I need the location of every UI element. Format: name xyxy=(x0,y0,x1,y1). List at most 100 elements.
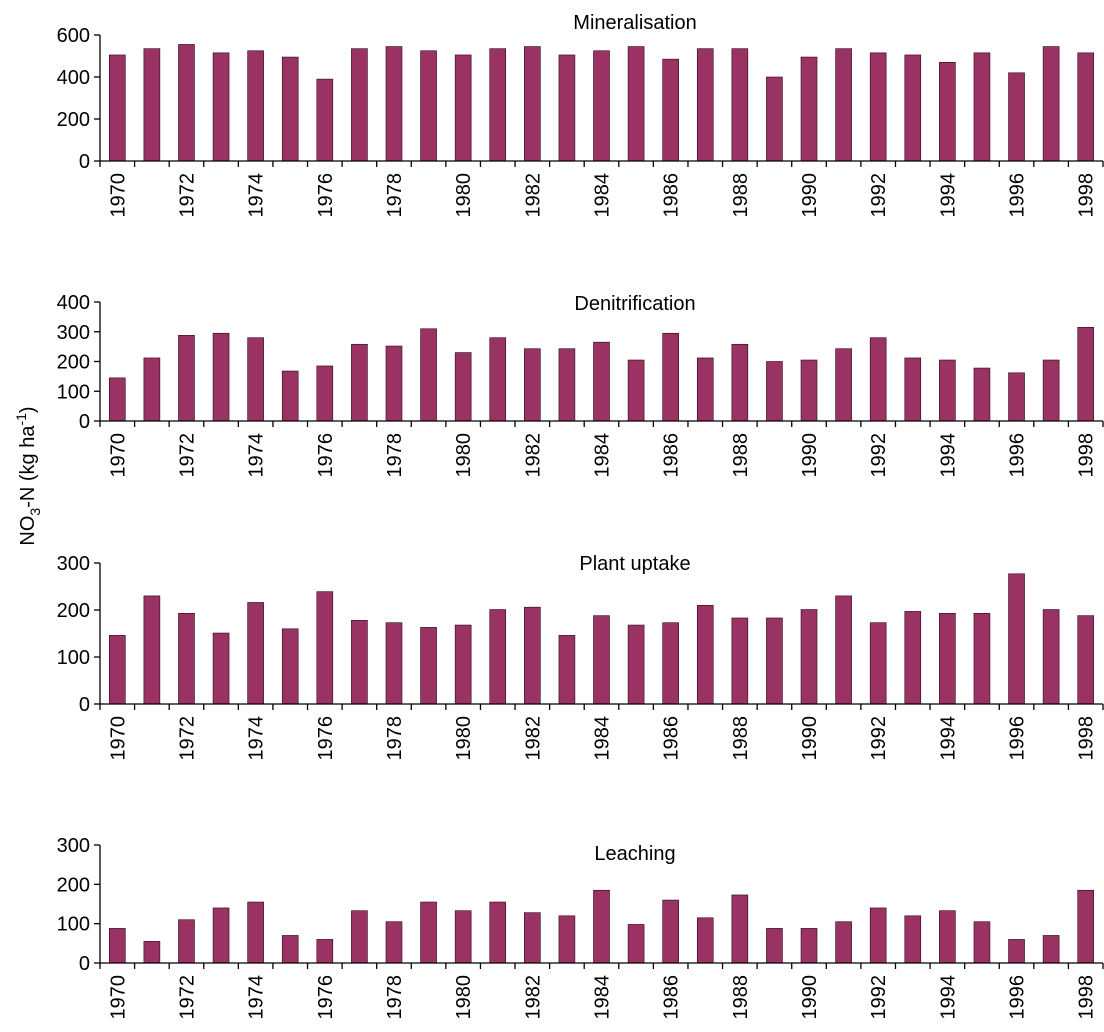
x-tick-label: 1994 xyxy=(937,716,959,761)
bar-1987 xyxy=(696,604,714,705)
bar-1989 xyxy=(766,76,783,162)
y-tick-label: 200 xyxy=(57,874,90,896)
x-tick-label: 1978 xyxy=(384,716,406,761)
x-tick-label: 1994 xyxy=(937,173,959,218)
panel-title: Plant uptake xyxy=(579,553,690,575)
panel-title: Mineralisation xyxy=(573,12,696,34)
x-tick-label: 1970 xyxy=(107,716,129,761)
bar-1993 xyxy=(904,357,922,422)
bar-1981 xyxy=(489,901,507,964)
bar-1970 xyxy=(108,928,126,964)
x-tick-label: 1992 xyxy=(868,173,890,218)
bar-1984 xyxy=(593,615,610,705)
bar-1984 xyxy=(593,889,610,964)
bar-1980 xyxy=(454,352,472,422)
bar-1975 xyxy=(281,628,299,705)
bar-1974 xyxy=(247,337,264,422)
bar-1997 xyxy=(1042,609,1060,705)
y-tick-label: 400 xyxy=(57,67,90,89)
y-tick-label: 600 xyxy=(57,25,90,47)
bar-1981 xyxy=(489,609,507,705)
x-tick-label: 1988 xyxy=(730,975,752,1020)
bar-1981 xyxy=(489,48,507,162)
bar-1991 xyxy=(835,348,852,422)
bar-1991 xyxy=(835,595,852,705)
bar-1970 xyxy=(108,377,126,422)
y-tick-label: 100 xyxy=(57,647,90,669)
x-tick-label: 1974 xyxy=(246,173,268,218)
y-tick-label: 200 xyxy=(57,600,90,622)
bar-1994 xyxy=(939,359,956,422)
x-tick-label: 1984 xyxy=(592,173,614,218)
x-tick-label: 1982 xyxy=(522,433,544,478)
bar-1983 xyxy=(558,54,576,162)
bar-1992 xyxy=(869,907,887,964)
bar-1972 xyxy=(178,612,195,705)
bar-1973 xyxy=(212,907,230,964)
y-tick-label: 200 xyxy=(57,109,90,131)
bar-1993 xyxy=(904,915,922,964)
x-tick-label: 1986 xyxy=(661,716,683,761)
bar-1996 xyxy=(1008,372,1025,422)
bar-1974 xyxy=(247,602,264,705)
bar-1977 xyxy=(351,620,368,705)
x-tick-label: 1974 xyxy=(246,975,268,1020)
x-tick-label: 1970 xyxy=(107,173,129,218)
bar-1986 xyxy=(662,622,679,705)
bar-1989 xyxy=(766,361,783,422)
bar-1971 xyxy=(143,595,161,705)
bar-1979 xyxy=(420,627,437,705)
panel-denitrification: Denitrification 0 100 200 300 400 1970 1972 1974… xyxy=(57,292,1104,478)
x-tick-label: 1984 xyxy=(592,433,614,478)
x-tick-label: 1996 xyxy=(1007,975,1029,1020)
bar-1995 xyxy=(973,921,991,964)
x-tick-label: 1978 xyxy=(384,975,406,1020)
bar-1973 xyxy=(212,52,230,162)
bar-1992 xyxy=(869,52,887,162)
bar-1986 xyxy=(662,899,679,964)
x-tick-label: 1998 xyxy=(1076,975,1098,1020)
x-tick-label: 1976 xyxy=(315,716,337,761)
bar-1981 xyxy=(489,337,507,422)
bar-1988 xyxy=(731,48,749,162)
y-tick-label: 200 xyxy=(57,352,90,374)
bar-1978 xyxy=(385,921,403,964)
x-tick-label: 1992 xyxy=(868,975,890,1020)
bar-1983 xyxy=(558,915,576,964)
bar-1970 xyxy=(108,54,126,162)
x-tick-label: 1980 xyxy=(453,716,475,761)
bar-1978 xyxy=(385,345,403,422)
bar-1985 xyxy=(627,359,645,422)
x-tick-label: 1988 xyxy=(730,716,752,761)
x-tick-label: 1982 xyxy=(522,173,544,218)
bar-1974 xyxy=(247,901,264,964)
x-tick-label: 1990 xyxy=(799,433,821,478)
bar-1996 xyxy=(1008,573,1025,705)
bar-1990 xyxy=(800,359,818,422)
x-tick-label: 1996 xyxy=(1007,716,1029,761)
bar-1998 xyxy=(1077,52,1095,162)
bar-1990 xyxy=(800,56,818,162)
bar-1997 xyxy=(1042,935,1060,964)
y-tick-label: 300 xyxy=(57,322,90,344)
bar-1977 xyxy=(351,910,368,964)
bar-1972 xyxy=(178,919,195,964)
x-tick-label: 1994 xyxy=(937,975,959,1020)
x-tick-label: 1970 xyxy=(107,975,129,1020)
x-tick-label: 1976 xyxy=(315,173,337,218)
bar-1987 xyxy=(696,917,714,964)
bar-1990 xyxy=(800,928,818,964)
bar-1992 xyxy=(869,622,887,705)
x-tick-label: 1990 xyxy=(799,173,821,218)
bar-1987 xyxy=(696,48,714,162)
bar-1998 xyxy=(1077,615,1095,705)
x-tick-label: 1998 xyxy=(1076,433,1098,478)
x-tick-label: 1994 xyxy=(937,433,959,478)
x-tick-label: 1982 xyxy=(522,716,544,761)
x-tick-label: 1996 xyxy=(1007,173,1029,218)
x-tick-label: 1976 xyxy=(315,433,337,478)
bar-1983 xyxy=(558,635,576,705)
bar-1986 xyxy=(662,58,679,162)
bar-1996 xyxy=(1008,72,1025,162)
